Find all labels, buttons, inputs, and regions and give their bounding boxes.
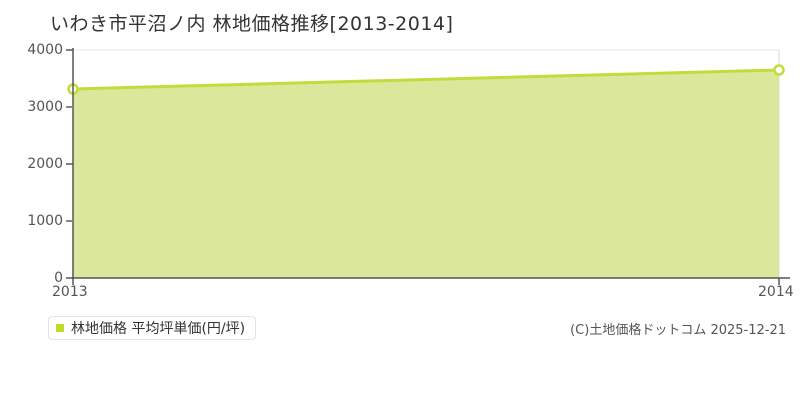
x-axis-ticks: [72, 278, 780, 285]
copyright-credit: (C)土地価格ドットコム 2025-12-21: [570, 323, 786, 338]
chart-title: いわき市平沼ノ内 林地価格推移[2013-2014]: [50, 13, 454, 35]
ytick-label-1000: 1000: [27, 213, 63, 229]
xtick-label-2013: 2013: [52, 284, 88, 300]
series-line-林地価格: [72, 68, 780, 91]
xtick-label-2014: 2014: [758, 284, 794, 300]
ytick-label-4000: 4000: [27, 42, 63, 58]
y-axis-ticks: [66, 49, 73, 279]
legend-item-label: 林地価格 平均坪単価(円/坪): [71, 321, 246, 337]
data-point-2014: [773, 64, 785, 76]
chart-legend[interactable]: 林地価格 平均坪単価(円/坪): [48, 316, 257, 340]
legend-swatch-icon: [56, 324, 64, 332]
ytick-label-0: 0: [54, 270, 63, 286]
area-fill-林地価格: [73, 70, 779, 278]
ytick-label-3000: 3000: [27, 99, 63, 115]
ytick-label-2000: 2000: [27, 156, 63, 172]
